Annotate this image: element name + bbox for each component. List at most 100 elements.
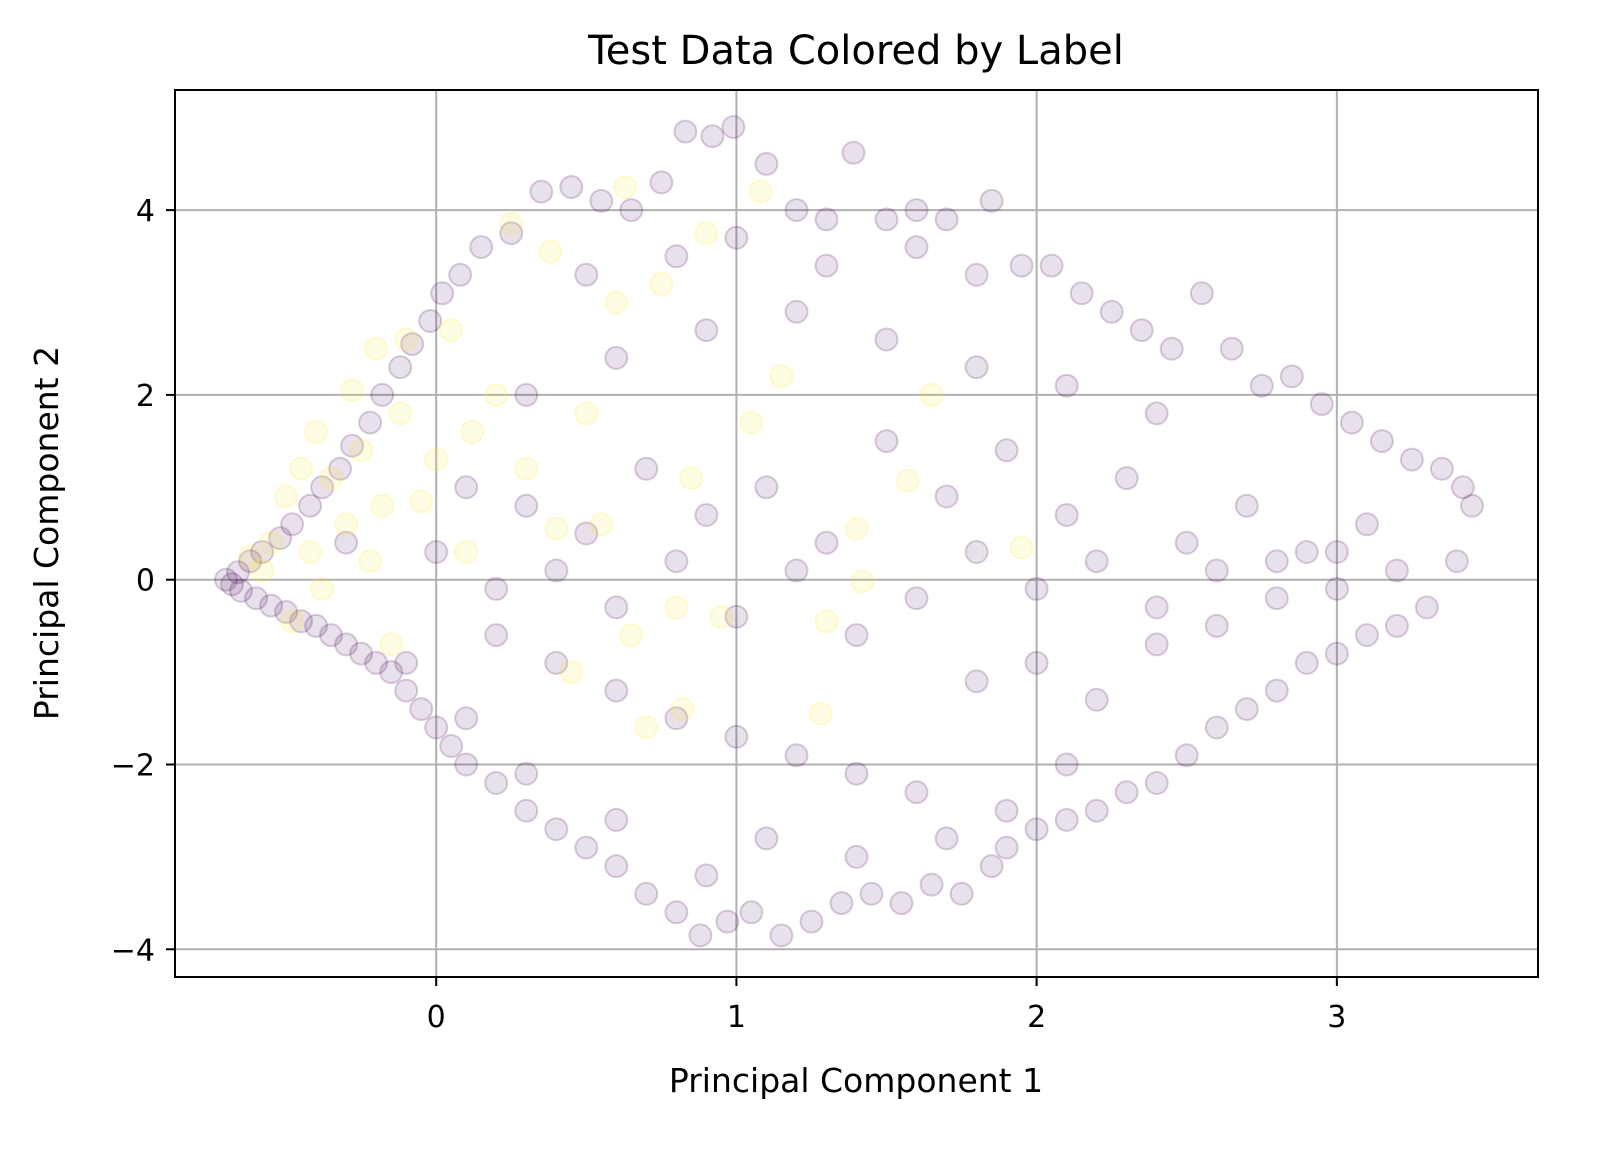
data-point-label-0 bbox=[1174, 743, 1199, 768]
data-point-label-0 bbox=[349, 641, 374, 666]
data-point-label-0 bbox=[334, 632, 359, 657]
data-point-label-0 bbox=[454, 752, 479, 777]
data-point-label-0 bbox=[724, 604, 749, 629]
data-point-label-0 bbox=[739, 900, 764, 925]
data-point-label-0 bbox=[814, 253, 839, 278]
data-point-label-0 bbox=[1354, 512, 1379, 537]
data-point-label-1 bbox=[649, 272, 674, 296]
data-point-label-0 bbox=[328, 456, 353, 481]
data-point-label-0 bbox=[454, 706, 479, 731]
data-point-label-0 bbox=[1450, 475, 1475, 500]
data-point-label-0 bbox=[1384, 613, 1409, 638]
data-point-label-1 bbox=[484, 382, 509, 407]
data-point-label-0 bbox=[1174, 530, 1199, 555]
data-point-label-0 bbox=[634, 881, 659, 906]
data-point-label-1 bbox=[814, 609, 839, 634]
data-point-label-0 bbox=[574, 835, 599, 860]
data-point-label-0 bbox=[1054, 503, 1079, 527]
data-point-label-1 bbox=[1009, 535, 1034, 560]
data-point-label-0 bbox=[1234, 697, 1259, 722]
data-point-label-1 bbox=[349, 438, 374, 463]
data-point-label-0 bbox=[1234, 493, 1259, 518]
data-point-label-0 bbox=[340, 433, 365, 458]
data-point-label-0 bbox=[721, 115, 746, 139]
chart-title: Test Data Colored by Label bbox=[587, 28, 1124, 74]
data-point-label-0 bbox=[1039, 253, 1064, 278]
data-point-label-0 bbox=[1024, 817, 1049, 842]
data-point-label-0 bbox=[1054, 807, 1079, 832]
x-tick-label: 2 bbox=[1027, 1000, 1046, 1035]
data-point-label-1 bbox=[544, 516, 569, 541]
data-point-label-0 bbox=[994, 835, 1019, 860]
data-point-label-1 bbox=[808, 701, 833, 726]
data-point-label-0 bbox=[1414, 595, 1439, 620]
y-tick-label: −4 bbox=[111, 933, 155, 968]
data-point-label-0 bbox=[634, 456, 659, 481]
data-point-label-0 bbox=[1309, 392, 1334, 417]
data-point-label-0 bbox=[979, 854, 1004, 879]
data-point-label-0 bbox=[724, 225, 749, 250]
data-point-label-0 bbox=[964, 262, 989, 287]
data-point-label-0 bbox=[394, 678, 419, 703]
data-point-label-0 bbox=[370, 382, 395, 407]
data-point-label-1 bbox=[604, 290, 629, 315]
data-point-label-0 bbox=[994, 438, 1019, 463]
y-tick-label: 0 bbox=[136, 564, 155, 599]
data-point-label-1 bbox=[850, 569, 875, 594]
data-point-label-0 bbox=[874, 207, 899, 232]
data-point-label-0 bbox=[358, 410, 383, 435]
data-point-label-1 bbox=[310, 576, 335, 601]
data-point-label-0 bbox=[1324, 641, 1349, 666]
data-point-label-0 bbox=[1024, 576, 1049, 601]
data-point-label-0 bbox=[469, 235, 494, 260]
data-point-label-0 bbox=[514, 761, 539, 786]
data-point-label-0 bbox=[829, 891, 854, 916]
data-point-label-0 bbox=[364, 650, 389, 675]
data-point-label-0 bbox=[664, 549, 689, 574]
data-point-label-0 bbox=[700, 124, 725, 149]
data-point-label-1 bbox=[274, 484, 299, 509]
data-point-label-0 bbox=[1324, 540, 1349, 564]
y-tick-label: −2 bbox=[111, 748, 155, 783]
data-point-label-0 bbox=[1444, 549, 1469, 574]
data-point-label-0 bbox=[694, 863, 719, 888]
data-point-label-0 bbox=[814, 207, 839, 232]
data-point-label-1 bbox=[748, 179, 773, 204]
data-point-label-1 bbox=[334, 512, 359, 537]
data-point-label-0 bbox=[1204, 613, 1229, 638]
data-point-label-0 bbox=[784, 299, 809, 324]
data-point-label-0 bbox=[1369, 429, 1394, 454]
data-point-label-0 bbox=[1144, 771, 1169, 795]
y-axis-label: Principal Component 2 bbox=[27, 346, 66, 720]
data-point-label-0 bbox=[694, 503, 719, 527]
data-point-label-0 bbox=[664, 706, 689, 731]
data-point-label-0 bbox=[1294, 650, 1319, 675]
data-point-label-0 bbox=[1024, 650, 1049, 675]
data-point-label-0 bbox=[664, 900, 689, 925]
data-point-label-1 bbox=[559, 660, 584, 685]
data-point-label-0 bbox=[238, 549, 263, 574]
data-point-label-0 bbox=[544, 817, 569, 842]
data-point-label-1 bbox=[679, 466, 704, 491]
data-point-label-0 bbox=[484, 576, 509, 601]
data-point-label-1 bbox=[670, 697, 695, 722]
data-point-label-1 bbox=[439, 318, 464, 343]
data-point-label-0 bbox=[439, 734, 464, 758]
data-point-label-0 bbox=[1054, 752, 1079, 777]
data-point-label-0 bbox=[484, 771, 509, 795]
data-point-label-0 bbox=[1189, 281, 1214, 306]
data-point-label-1 bbox=[919, 382, 944, 407]
data-point-label-1 bbox=[739, 410, 764, 435]
data-point-label-0 bbox=[604, 854, 629, 879]
data-point-label-1 bbox=[409, 489, 434, 514]
data-point-label-0 bbox=[229, 578, 253, 603]
data-point-label-0 bbox=[259, 593, 284, 618]
data-point-label-0 bbox=[1399, 447, 1424, 472]
data-point-label-1 bbox=[538, 239, 563, 264]
data-point-label-0 bbox=[268, 526, 293, 551]
grid-lines bbox=[175, 90, 1538, 977]
data-point-label-0 bbox=[514, 382, 539, 407]
plot-frame bbox=[174, 89, 1539, 978]
data-point-label-0 bbox=[304, 613, 329, 638]
data-point-label-0 bbox=[1264, 586, 1289, 611]
